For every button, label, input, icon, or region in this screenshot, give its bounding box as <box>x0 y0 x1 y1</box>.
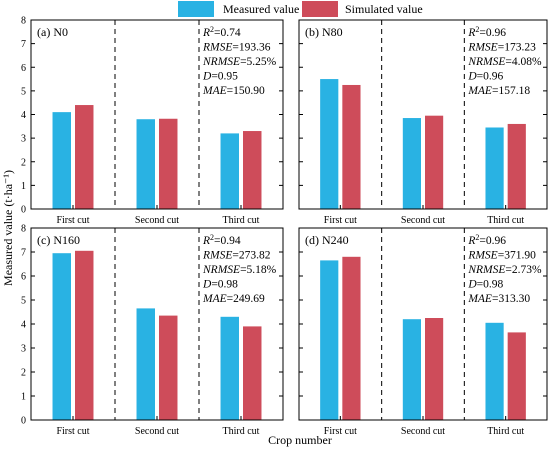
x-tick-label: Third cut <box>223 215 260 226</box>
y-tick-label: 7 <box>21 248 26 259</box>
y-tick-label: 0 <box>21 416 26 427</box>
bar-measured-2 <box>136 308 155 420</box>
stats-block: R2=0.96 RMSE=371.90 NRMSE=2.73% D=0.98 MAE=3… <box>467 233 542 305</box>
panel-3: First cut Second cut Third cut 0 1 2 3 4 5 6 7 8 (c)… <box>21 224 284 437</box>
y-tick-label: 3 <box>21 344 26 355</box>
stats-block: R2=0.96 RMSE=173.23 NRMSE=4.08% D=0.96 MAE=1… <box>467 25 542 97</box>
y-tick-label: 4 <box>21 320 26 331</box>
stats-block: R2=0.74 RMSE=193.36 NRMSE=5.25% D=0.95 MAE=1… <box>202 25 277 97</box>
bar-measured-3 <box>220 133 239 209</box>
bar-measured-1 <box>52 253 71 420</box>
bar-simulated-2 <box>159 315 178 420</box>
x-axis-title: Crop number <box>268 433 332 447</box>
panel-label: (b) N80 <box>305 25 343 39</box>
legend-label-simulated: Simulated value <box>345 2 423 16</box>
bar-simulated-1 <box>342 256 361 420</box>
x-tick-label: Second cut <box>401 215 445 226</box>
bar-measured-3 <box>220 316 239 420</box>
y-tick-label: 0 <box>21 205 26 216</box>
legend-swatch-simulated <box>302 1 338 17</box>
bar-simulated-3 <box>507 123 526 209</box>
y-tick-label: 1 <box>21 181 26 192</box>
x-tick-label: Third cut <box>487 215 524 226</box>
x-tick-label: Second cut <box>135 426 179 437</box>
bar-measured-2 <box>402 118 421 209</box>
y-tick-label: 6 <box>21 272 26 283</box>
x-tick-label: First cut <box>56 215 89 226</box>
bar-simulated-1 <box>342 84 361 209</box>
y-tick-label: 3 <box>21 134 26 145</box>
bar-measured-3 <box>485 127 504 209</box>
panel-frame <box>30 19 284 210</box>
x-tick-label: First cut <box>324 426 357 437</box>
x-tick-label: Third cut <box>223 426 260 437</box>
bar-measured-1 <box>52 112 71 209</box>
y-tick-label: 4 <box>21 110 26 121</box>
y-tick-label: 6 <box>21 63 26 74</box>
panel-label: (d) N240 <box>305 233 349 247</box>
x-tick-label: First cut <box>324 215 357 226</box>
panels: First cut Second cut Third cut 0 1 2 3 4 5 6 7 8 (a)… <box>21 16 548 437</box>
bar-simulated-3 <box>507 332 526 420</box>
panel-label: (a) N0 <box>37 25 68 39</box>
bar-measured-3 <box>485 322 504 420</box>
panel-label: (c) N160 <box>37 233 80 247</box>
bar-measured-2 <box>402 319 421 420</box>
bar-measured-1 <box>320 79 339 209</box>
y-axis-title: Measured value (t·ha⁻¹) <box>1 170 15 286</box>
x-tick-label: Second cut <box>401 426 445 437</box>
bar-simulated-2 <box>425 115 444 209</box>
bar-simulated-1 <box>75 250 94 420</box>
y-tick-label: 7 <box>21 39 26 50</box>
bar-simulated-2 <box>425 318 444 420</box>
legend-label-measured: Measured value <box>223 2 299 16</box>
panel-frame <box>298 227 548 421</box>
legend: Measured value Simulated value <box>178 1 423 17</box>
x-tick-label: Second cut <box>135 215 179 226</box>
bar-simulated-3 <box>243 326 262 420</box>
legend-swatch-measured <box>178 1 214 17</box>
panel-frame <box>298 19 548 210</box>
y-tick-label: 8 <box>21 224 26 235</box>
bar-simulated-3 <box>243 131 262 209</box>
y-tick-label: 5 <box>21 296 26 307</box>
y-tick-label: 8 <box>21 16 26 27</box>
panel-2: First cut Second cut Third cut (b) N80 R2=0.… <box>298 19 548 226</box>
panel-1: First cut Second cut Third cut 0 1 2 3 4 5 6 7 8 (a)… <box>21 16 284 226</box>
y-tick-label: 5 <box>21 86 26 97</box>
y-tick-label: 2 <box>21 157 26 168</box>
bar-measured-1 <box>320 260 339 420</box>
y-tick-label: 2 <box>21 368 26 379</box>
stats-block: R2=0.94 RMSE=273.82 NRMSE=5.18% D=0.98 MAE=2… <box>202 233 277 305</box>
y-tick-label: 1 <box>21 392 26 403</box>
bar-simulated-1 <box>75 105 94 209</box>
x-tick-label: Third cut <box>487 426 524 437</box>
panel-4: First cut Second cut Third cut (d) N240 R2=0… <box>298 227 548 437</box>
x-tick-label: First cut <box>56 426 89 437</box>
bar-simulated-2 <box>159 118 178 209</box>
bar-measured-2 <box>136 119 155 209</box>
panel-frame <box>30 227 284 421</box>
